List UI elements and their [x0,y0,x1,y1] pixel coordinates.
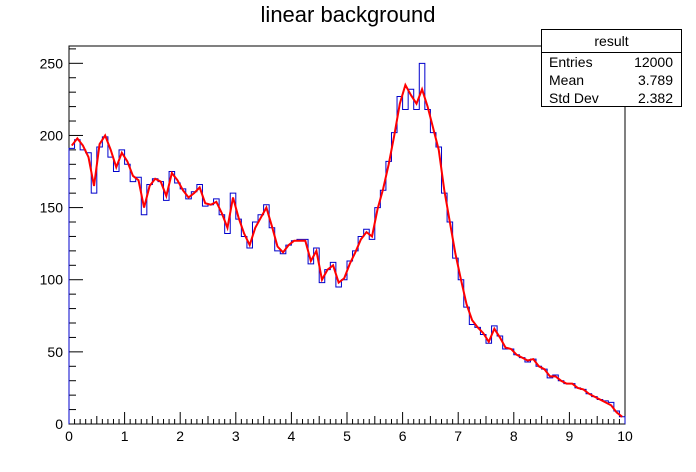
stats-value: 12000 [634,54,673,70]
stats-label: Std Dev [549,90,599,106]
y-tick-label: 100 [40,272,64,288]
stats-title: result [542,30,681,53]
chart-title: linear background [261,2,436,27]
x-tick-label: 4 [288,428,296,444]
x-tick-label: 7 [454,428,462,444]
x-tick-label: 9 [566,428,574,444]
y-tick-label: 0 [55,416,63,432]
stats-label: Mean [549,72,585,88]
x-tick-label: 0 [65,428,73,444]
stats-value: 3.789 [637,72,673,88]
x-tick-label: 6 [399,428,407,444]
y-tick-label: 200 [40,127,64,143]
x-tick-label: 1 [121,428,129,444]
stats-label: Entries [549,54,593,70]
x-tick-label: 3 [232,428,240,444]
x-tick-label: 5 [343,428,351,444]
stats-value: 2.382 [637,90,673,106]
stats-row-entries: Entries 12000 [542,53,681,71]
stats-row-mean: Mean 3.789 [542,71,681,89]
y-tick-label: 250 [40,55,64,71]
x-tick-label: 2 [176,428,184,444]
histogram-series [68,62,626,424]
stats-box: result Entries 12000 Mean 3.789 Std Dev … [541,29,682,107]
fit-curve [70,82,623,418]
x-tick-label: 10 [617,428,633,444]
y-tick-label: 50 [47,344,63,360]
x-tick-label: 8 [510,428,518,444]
y-axis: 0 50 100 150 200 250 [40,48,83,432]
y-tick-label: 150 [40,200,64,216]
x-axis: 0 1 2 3 4 5 6 7 8 9 10 [65,412,633,444]
stats-row-stddev: Std Dev 2.382 [542,89,681,107]
